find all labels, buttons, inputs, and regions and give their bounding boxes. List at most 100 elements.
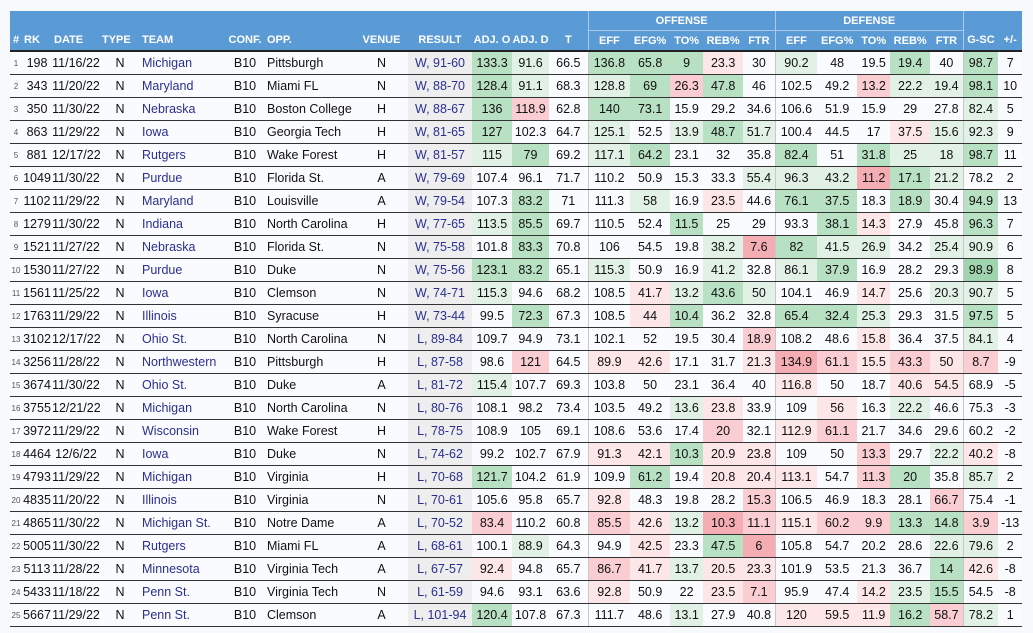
table-row[interactable]: 17 3972 11/29/22 N Wisconsin B10 Wake Forest H L…: [10, 419, 1023, 443]
team-cell[interactable]: Ohio St.: [140, 373, 225, 397]
team-cell[interactable]: Nebraska: [140, 235, 225, 259]
column-header-def-eff[interactable]: EFF: [774, 30, 818, 52]
opponent-cell[interactable]: Miami FL: [265, 74, 355, 98]
table-row[interactable]: 4 863 11/29/22 N Iowa B10 Georgia Tech H W, 81-6…: [10, 120, 1023, 144]
team-cell[interactable]: Illinois: [140, 488, 225, 512]
opponent-cell[interactable]: Wake Forest: [265, 419, 355, 443]
opponent-cell[interactable]: Duke: [265, 442, 355, 466]
opponent-cell[interactable]: North Carolina: [265, 212, 355, 236]
column-header-type[interactable]: TYPE: [100, 30, 140, 52]
team-cell[interactable]: Michigan: [140, 51, 225, 75]
team-cell[interactable]: Maryland: [140, 189, 225, 213]
team-cell[interactable]: Iowa: [140, 120, 225, 144]
column-header-off-to[interactable]: TO%: [670, 30, 704, 52]
team-cell[interactable]: Wisconsin: [140, 419, 225, 443]
table-row[interactable]: 22 5005 11/30/22 N Rutgers B10 Miami FL A L, 68-…: [10, 534, 1023, 558]
team-cell[interactable]: Rutgers: [140, 534, 225, 558]
opponent-cell[interactable]: Virginia: [265, 465, 355, 489]
opponent-cell[interactable]: Clemson: [265, 281, 355, 305]
table-row[interactable]: 5 881 12/17/22 N Rutgers B10 Wake Forest H W, 81…: [10, 143, 1023, 167]
table-row[interactable]: 16 3755 12/21/22 N Michigan B10 North Carolina…: [10, 396, 1023, 420]
column-header-venue[interactable]: VENUE: [355, 30, 408, 52]
team-cell[interactable]: Michigan: [140, 465, 225, 489]
team-cell[interactable]: Maryland: [140, 74, 225, 98]
column-header-date[interactable]: DATE: [52, 30, 100, 52]
opponent-cell[interactable]: Miami FL: [265, 534, 355, 558]
column-header-off-eff[interactable]: EFF: [587, 30, 631, 52]
opponent-cell[interactable]: Duke: [265, 373, 355, 397]
column-header-adj-d[interactable]: ADJ. D: [512, 30, 549, 52]
opponent-cell[interactable]: North Carolina: [265, 396, 355, 420]
table-row[interactable]: 25 5667 11/29/22 N Penn St. B10 Clemson A L, 101…: [10, 603, 1023, 627]
column-header-game-score[interactable]: G-SC: [962, 30, 999, 52]
opponent-cell[interactable]: Duke: [265, 258, 355, 282]
team-cell[interactable]: Ohio St.: [140, 327, 225, 351]
column-header-rank[interactable]: RK: [22, 30, 52, 52]
column-header-result[interactable]: RESULT: [408, 30, 472, 52]
opponent-cell[interactable]: Virginia Tech: [265, 557, 355, 581]
column-header-opponent[interactable]: OPP.: [265, 30, 355, 52]
team-cell[interactable]: Nebraska: [140, 97, 225, 121]
table-row[interactable]: 2 343 11/20/22 N Maryland B10 Miami FL N W, 88-7…: [10, 74, 1023, 98]
team-cell[interactable]: Michigan St.: [140, 511, 225, 535]
opponent-cell[interactable]: Louisville: [265, 189, 355, 213]
table-row[interactable]: 19 4793 11/29/22 N Michigan B10 Virginia H L, 70…: [10, 465, 1023, 489]
opponent-cell[interactable]: Boston College: [265, 97, 355, 121]
table-row[interactable]: 1 198 11/16/22 N Michigan B10 Pittsburgh N W, 91…: [10, 51, 1023, 75]
opponent-cell[interactable]: Clemson: [265, 603, 355, 627]
opponent-cell[interactable]: Virginia: [265, 488, 355, 512]
table-row[interactable]: 15 3674 11/30/22 N Ohio St. B10 Duke A L, 81-72 1…: [10, 373, 1023, 397]
column-header-def-ftr[interactable]: FTR: [930, 30, 964, 52]
opponent-cell[interactable]: Pittsburgh: [265, 51, 355, 75]
column-header-tempo[interactable]: T: [549, 30, 589, 52]
column-header-off-reb[interactable]: REB%: [703, 30, 744, 52]
team-cell[interactable]: Iowa: [140, 442, 225, 466]
column-header-conference[interactable]: CONF.: [225, 30, 265, 52]
column-header-def-to[interactable]: TO%: [857, 30, 891, 52]
opponent-cell[interactable]: Georgia Tech: [265, 120, 355, 144]
table-row[interactable]: 24 5433 11/18/22 N Penn St. B10 Virginia Tech N…: [10, 580, 1023, 604]
team-cell[interactable]: Penn St.: [140, 580, 225, 604]
table-row[interactable]: 8 1279 11/30/22 N Indiana B10 North Carolina H W…: [10, 212, 1023, 236]
team-cell[interactable]: Rutgers: [140, 143, 225, 167]
column-header-adj-o[interactable]: ADJ. O: [472, 30, 512, 52]
column-header-off-efg[interactable]: EFG%: [630, 30, 671, 52]
table-row[interactable]: 13 3102 12/17/22 N Ohio St. B10 North Carolina…: [10, 327, 1023, 351]
table-row[interactable]: 6 1049 11/30/22 N Purdue B10 Florida St. A W, 79…: [10, 166, 1023, 190]
column-header-row-number[interactable]: #: [10, 30, 22, 52]
opponent-cell[interactable]: Wake Forest: [265, 143, 355, 167]
table-row[interactable]: 12 1763 11/29/22 N Illinois B10 Syracuse H W, 73…: [10, 304, 1023, 328]
table-row[interactable]: 21 4865 11/30/22 N Michigan St. B10 Notre Dame…: [10, 511, 1023, 535]
column-header-team[interactable]: TEAM: [140, 30, 225, 52]
team-cell[interactable]: Minnesota: [140, 557, 225, 581]
column-header-plus-minus[interactable]: +/-: [998, 30, 1023, 52]
opponent-cell[interactable]: Virginia Tech: [265, 580, 355, 604]
table-row[interactable]: 7 1102 11/29/22 N Maryland B10 Louisville A W, 7…: [10, 189, 1023, 213]
opponent-cell[interactable]: North Carolina: [265, 327, 355, 351]
team-cell[interactable]: Penn St.: [140, 603, 225, 627]
opponent-cell[interactable]: Syracuse: [265, 304, 355, 328]
opponent-cell[interactable]: Florida St.: [265, 166, 355, 190]
column-header-def-efg[interactable]: EFG%: [817, 30, 858, 52]
table-row[interactable]: 23 5113 11/28/22 N Minnesota B10 Virginia Tech…: [10, 557, 1023, 581]
table-row[interactable]: 11 1561 11/25/22 N Iowa B10 Clemson N W, 74-71 11…: [10, 281, 1023, 305]
table-row[interactable]: 20 4835 11/20/22 N Illinois B10 Virginia N L, 70…: [10, 488, 1023, 512]
opponent-cell[interactable]: Pittsburgh: [265, 350, 355, 374]
table-row[interactable]: 18 4464 12/6/22 N Iowa B10 Duke N L, 74-62 99.2 10…: [10, 442, 1023, 466]
table-row[interactable]: 3 350 11/30/22 N Nebraska B10 Boston College H W…: [10, 97, 1023, 121]
opponent-cell[interactable]: Florida St.: [265, 235, 355, 259]
column-header-off-ftr[interactable]: FTR: [743, 30, 776, 52]
table-row[interactable]: 10 1530 11/27/22 N Purdue B10 Duke N W, 75-56 123…: [10, 258, 1023, 282]
team-cell[interactable]: Northwestern: [140, 350, 225, 374]
team-cell[interactable]: Purdue: [140, 258, 225, 282]
table-row[interactable]: 14 3256 11/28/22 N Northwestern B10 Pittsburgh…: [10, 350, 1023, 374]
table-row[interactable]: 9 1521 11/27/22 N Nebraska B10 Florida St. N W, …: [10, 235, 1023, 259]
opponent-cell[interactable]: Notre Dame: [265, 511, 355, 535]
team-cell[interactable]: Indiana: [140, 212, 225, 236]
def-reb-cell: 29: [890, 97, 931, 121]
team-cell[interactable]: Purdue: [140, 166, 225, 190]
team-cell[interactable]: Iowa: [140, 281, 225, 305]
column-header-def-reb[interactable]: REB%: [890, 30, 931, 52]
team-cell[interactable]: Michigan: [140, 396, 225, 420]
team-cell[interactable]: Illinois: [140, 304, 225, 328]
